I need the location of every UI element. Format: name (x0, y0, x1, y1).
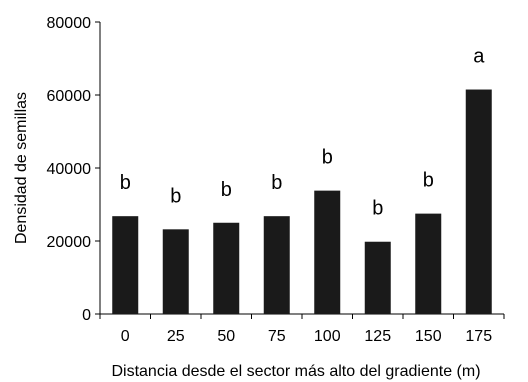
x-tick-label: 50 (217, 328, 235, 345)
x-axis: 0 25 50 75 100 125 150 175 (99, 313, 505, 345)
x-axis-title: Distancia desde el sector más alto del g… (111, 363, 480, 380)
y-tick-label: 80000 (47, 15, 92, 32)
bars (112, 89, 492, 315)
x-tick-label: 175 (465, 328, 492, 345)
significance-label: b (372, 198, 383, 220)
significance-label: b (271, 172, 282, 194)
y-tick-label: 60000 (47, 88, 92, 105)
significance-label: b (322, 147, 333, 169)
bar-100 (314, 190, 341, 314)
y-tick-label: 0 (82, 307, 91, 324)
bar-125 (364, 241, 391, 314)
significance-label: b (120, 172, 131, 194)
bar-175 (465, 89, 492, 315)
x-tick-label: 0 (121, 328, 130, 345)
y-axis: 0 20000 40000 60000 80000 (47, 15, 101, 324)
significance-labels: b b b b b b b a (120, 46, 486, 220)
y-axis-title: Densidad de semillas (13, 92, 30, 244)
y-tick-label: 40000 (47, 161, 92, 178)
x-tick-label: 75 (268, 328, 286, 345)
significance-label: a (473, 46, 485, 68)
bar-75 (263, 216, 290, 314)
bar-25 (162, 229, 189, 314)
y-ticks: 0 20000 40000 60000 80000 (47, 15, 100, 324)
x-tick-label: 125 (364, 328, 391, 345)
bar-50 (213, 222, 240, 314)
bar-0 (112, 216, 139, 314)
significance-label: b (423, 170, 434, 192)
x-ticks: 0 25 50 75 100 125 150 175 (99, 314, 505, 345)
significance-label: b (221, 179, 232, 201)
y-tick-label: 20000 (47, 234, 92, 251)
x-tick-label: 100 (314, 328, 341, 345)
bar-150 (415, 213, 442, 314)
x-tick-label: 150 (415, 328, 442, 345)
x-tick-label: 25 (167, 328, 185, 345)
significance-label: b (170, 185, 181, 207)
